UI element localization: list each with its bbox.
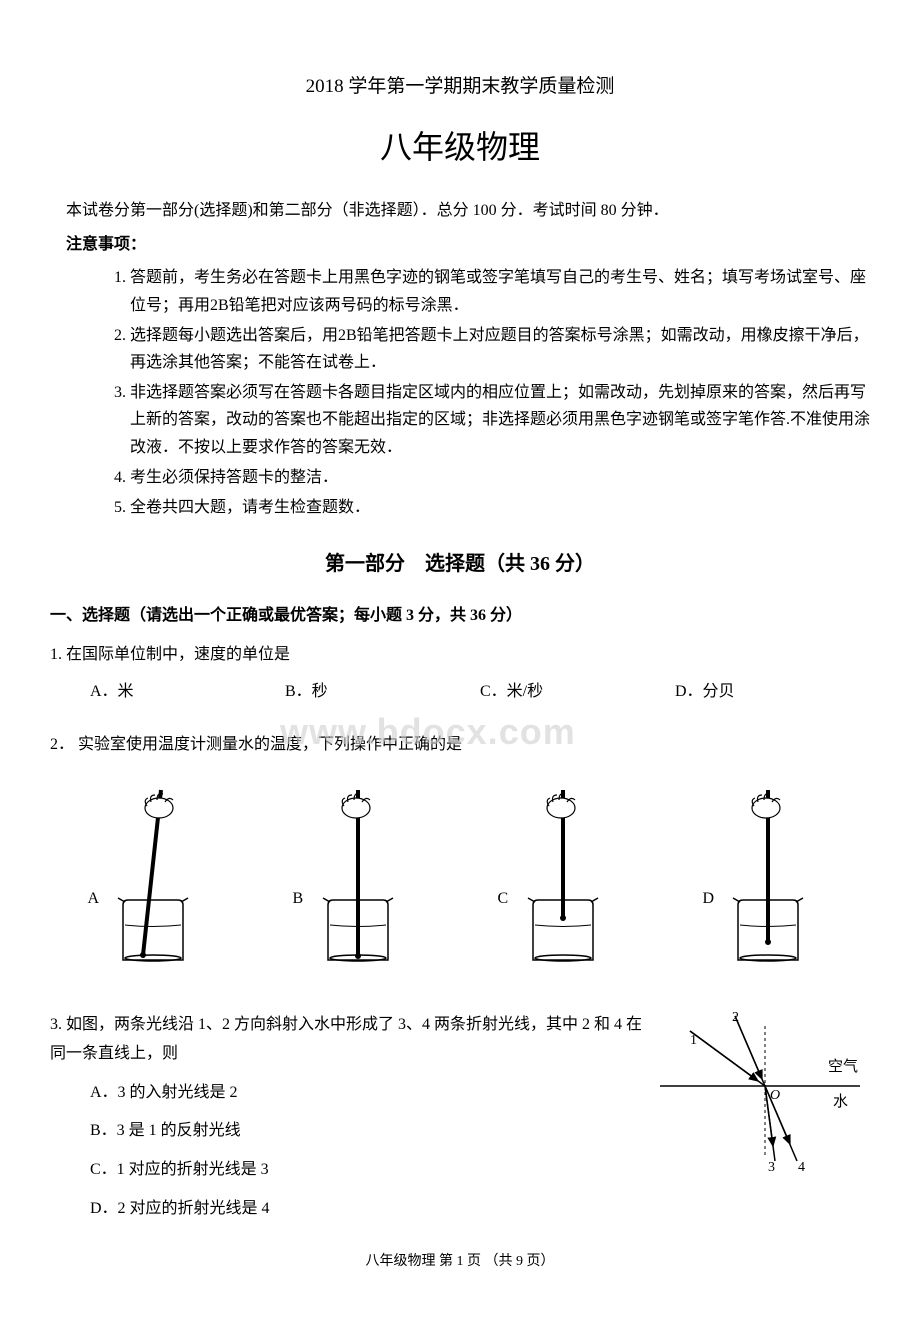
- q2-fig-c: C: [503, 780, 623, 981]
- ray3-label: 3: [768, 1160, 775, 1175]
- q2-figures: A B: [50, 780, 870, 981]
- q3-num: 3.: [50, 1016, 62, 1033]
- q1-options: A．米 B．秒 C．米/秒 D．分贝: [90, 678, 870, 707]
- page: 2018 学年第一学期期末教学质量检测 八年级物理 本试卷分第一部分(选择题)和…: [50, 70, 870, 1274]
- q3-text: 如图，两条光线沿 1、2 方向斜射入水中形成了 3、4 两条折射光线，其中 2 …: [50, 1016, 642, 1062]
- q2-text: 实验室使用温度计测量水的温度，下列操作中正确的是: [78, 736, 462, 753]
- ray4-label: 4: [798, 1160, 805, 1175]
- q1-opt-d: D．分贝: [675, 678, 870, 707]
- q1-opt-a: A．米: [90, 678, 285, 707]
- q3-opt-c: C．1 对应的折射光线是 3: [90, 1156, 650, 1185]
- question-3: 3. 如图，两条光线沿 1、2 方向斜射入水中形成了 3、4 两条折射光线，其中…: [50, 1011, 870, 1234]
- q2-label-c: C: [498, 885, 509, 914]
- notice-label: 注意事项：: [66, 231, 870, 260]
- air-label: 空气: [828, 1058, 858, 1075]
- section-title: 第一部分 选择题（共 36 分）: [50, 546, 870, 582]
- ray2-label: 2: [732, 1011, 739, 1025]
- q2-num: 2．: [50, 736, 74, 753]
- q2-label-a: A: [88, 885, 100, 914]
- q2-label-b: B: [293, 885, 304, 914]
- q3-options: A．3 的入射光线是 2 B．3 是 1 的反射光线 C．1 对应的折射光线是 …: [90, 1079, 650, 1224]
- subtitle: 2018 学年第一学期期末教学质量检测: [50, 70, 870, 104]
- thermometer-diagram-b-icon: [298, 780, 418, 970]
- main-title: 八年级物理: [50, 119, 870, 177]
- q2-fig-d: D: [708, 780, 828, 981]
- question-2: 2． 实验室使用温度计测量水的温度，下列操作中正确的是 A: [50, 731, 870, 981]
- notice-item: 选择题每小题选出答案后，用2B铅笔把答题卡上对应题目的答案标号涂黑；如需改动，用…: [130, 322, 870, 376]
- notice-list: 答题前，考生务必在答题卡上用黑色字迹的钢笔或签字笔填写自己的考生号、姓名；填写考…: [50, 264, 870, 521]
- notice-item: 非选择题答案必须写在答题卡各题目指定区域内的相应位置上；如需改动，先划掉原来的答…: [130, 379, 870, 461]
- ray1-label: 1: [690, 1033, 697, 1048]
- refraction-diagram-icon: 2 1 3 4 O 空气 水: [650, 1011, 870, 1181]
- q1-text: 在国际单位制中，速度的单位是: [66, 646, 290, 663]
- thermometer-diagram-d-icon: [708, 780, 828, 970]
- notice-item: 答题前，考生务必在答题卡上用黑色字迹的钢笔或签字笔填写自己的考生号、姓名；填写考…: [130, 264, 870, 318]
- notice-item: 全卷共四大题，请考生检查题数．: [130, 494, 870, 521]
- page-footer: 八年级物理 第 1 页 （共 9 页）: [50, 1249, 870, 1274]
- q1-opt-c: C．米/秒: [480, 678, 675, 707]
- q1-opt-b: B．秒: [285, 678, 480, 707]
- water-label: 水: [833, 1093, 848, 1110]
- q2-fig-a: A: [93, 780, 213, 981]
- q3-opt-a: A．3 的入射光线是 2: [90, 1079, 650, 1108]
- intro-text: 本试卷分第一部分(选择题)和第二部分（非选择题）．总分 100 分．考试时间 8…: [50, 197, 870, 226]
- origin-label: O: [770, 1088, 780, 1103]
- question-1: 1. 在国际单位制中，速度的单位是 A．米 B．秒 C．米/秒 D．分贝: [50, 641, 870, 707]
- section-heading: 一、选择题（请选出一个正确或最优答案；每小题 3 分，共 36 分）: [50, 602, 870, 631]
- q2-label-d: D: [703, 885, 715, 914]
- thermometer-diagram-a-icon: [93, 780, 213, 970]
- thermometer-diagram-c-icon: [503, 780, 623, 970]
- q3-figure: 2 1 3 4 O 空气 水: [650, 1011, 870, 1234]
- q3-opt-d: D．2 对应的折射光线是 4: [90, 1195, 650, 1224]
- q3-opt-b: B．3 是 1 的反射光线: [90, 1117, 650, 1146]
- q1-num: 1.: [50, 646, 62, 663]
- q2-fig-b: B: [298, 780, 418, 981]
- notice-item: 考生必须保持答题卡的整洁．: [130, 464, 870, 491]
